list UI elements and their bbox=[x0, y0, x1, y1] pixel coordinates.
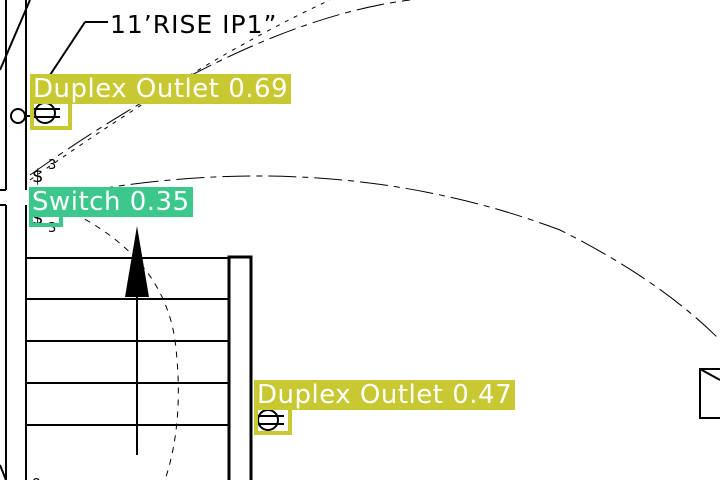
stair-treads bbox=[26, 257, 228, 426]
stair-arrow bbox=[125, 226, 149, 455]
switch-symbol: $ 3 $ 3 bbox=[32, 158, 56, 236]
right-edge-box bbox=[699, 368, 720, 419]
duplex-outlet-symbol bbox=[256, 409, 284, 431]
stair-stringer bbox=[227, 255, 253, 480]
outlet-detection-label: Duplex Outlet 0.69 bbox=[30, 74, 292, 104]
leader-lines bbox=[0, 0, 108, 76]
switch-number-bottom: 3 bbox=[48, 221, 56, 236]
outlet-detection-box bbox=[30, 100, 72, 130]
riser-note: 11’RISE IP1” bbox=[110, 10, 277, 39]
outlet-detection-label: Duplex Outlet 0.47 bbox=[254, 380, 516, 410]
svg-text:$: $ bbox=[32, 208, 43, 229]
bottom-mark: o bbox=[32, 474, 41, 480]
outlet-detection-box bbox=[254, 406, 292, 435]
switch-number-top: 3 bbox=[48, 158, 56, 173]
left-wall bbox=[0, 0, 27, 480]
switch-detection-label: Switch 0.35 bbox=[29, 187, 193, 217]
svg-text:$: $ bbox=[32, 166, 43, 187]
